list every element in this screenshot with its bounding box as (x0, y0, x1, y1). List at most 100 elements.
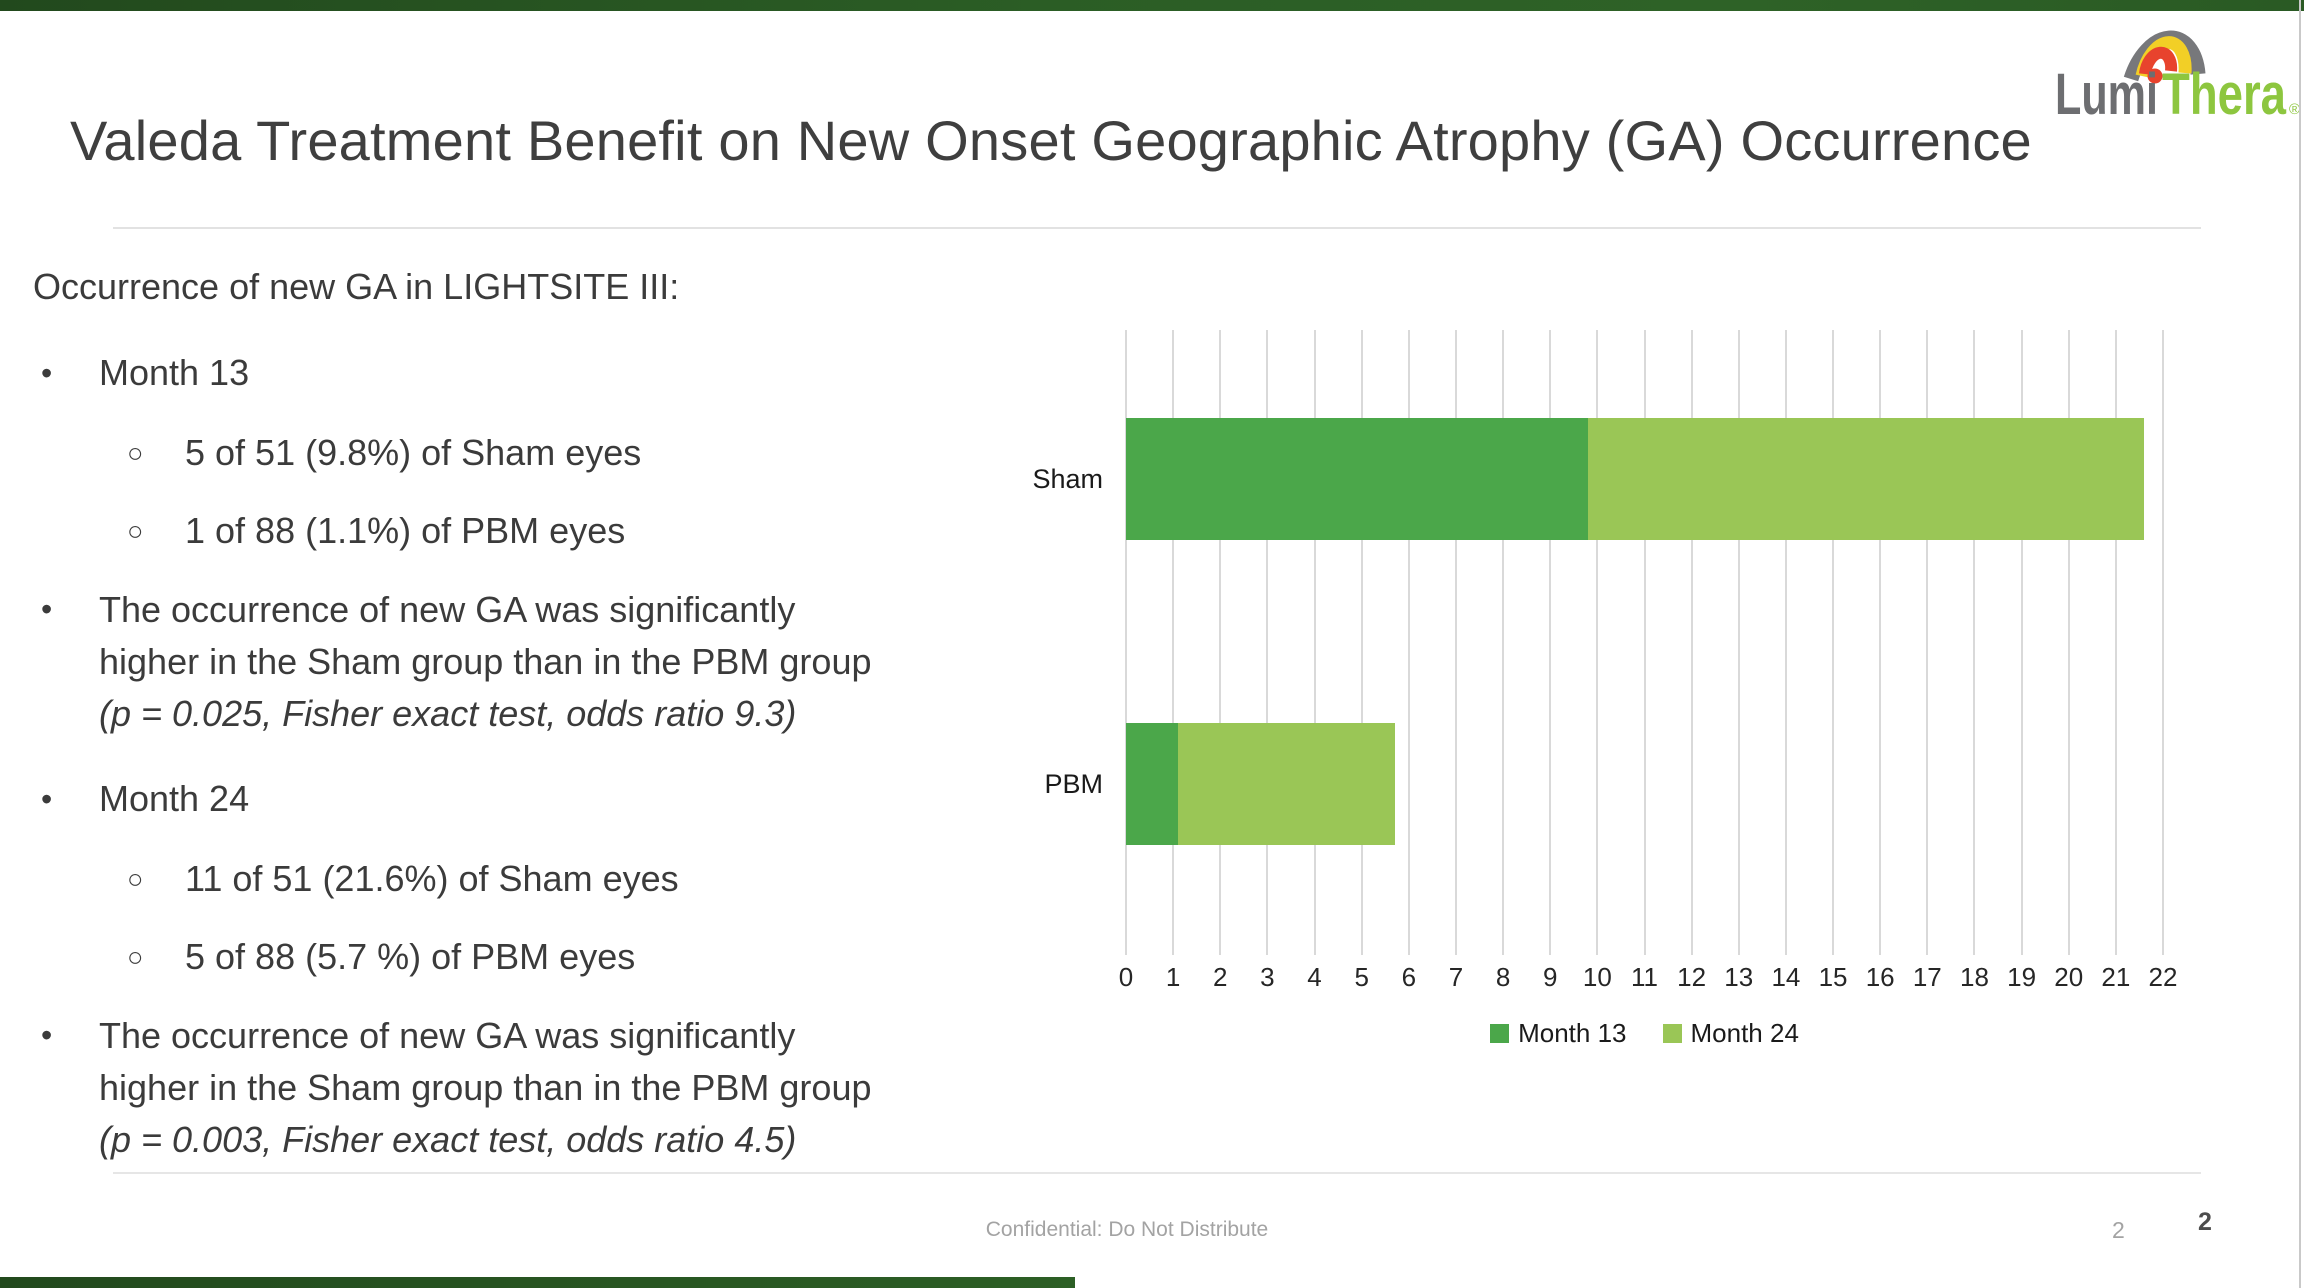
bullet-marker: • (41, 591, 53, 627)
bar-segment-month-13 (1126, 418, 1588, 540)
chart-gridline (1926, 330, 1929, 955)
x-tick-label: 8 (1495, 962, 1511, 992)
chart-plot (1125, 330, 2164, 955)
legend-label: Month 24 (1690, 1018, 1799, 1048)
chart-gridline (2114, 330, 2117, 955)
chart-gridline (1360, 330, 1363, 955)
bottom-accent-bar (0, 1277, 1075, 1288)
bullet-text: The occurrence of new GA was significant… (99, 1010, 872, 1166)
bullet-paragraph: • The occurrence of new GA was significan… (33, 584, 998, 740)
logo-text-thera: Thera (2162, 62, 2287, 127)
x-tick-label: 7 (1448, 962, 1464, 992)
footer-divider (113, 1172, 2201, 1174)
bullet-item: • Month 24 (33, 774, 998, 824)
bar-segment-month-24 (1587, 418, 2145, 540)
x-tick-label: 2 (1213, 962, 1228, 992)
chart-gridline (1973, 330, 1976, 955)
x-axis: 0 1 2 3 4 5 6 7 8 9 10 11 12 13 14 15 16 17 18 19 20 21 22 (1119, 962, 2178, 996)
chart-gridline (1832, 330, 1835, 955)
lumithera-logo: Lumi Thera ® (2055, 30, 2300, 127)
bullet-text: Month 24 (99, 778, 250, 819)
x-tick-label: 10 (1582, 962, 1612, 992)
bullet-text: The occurrence of new GA was significant… (99, 584, 872, 740)
bullet-marker: • (41, 355, 53, 391)
x-tick-label: 0 (1118, 962, 1134, 992)
chart-gridline (2067, 330, 2070, 955)
chart-gridline (1172, 330, 1175, 955)
x-tick-label: 3 (1260, 962, 1275, 992)
paragraph-text: The occurrence of new GA was significant… (99, 589, 872, 682)
bullet-marker: ○ (127, 516, 144, 546)
x-tick-label: 11 (1631, 962, 1658, 992)
x-tick-label: 16 (1865, 962, 1895, 992)
legend-item: Month 13 (1490, 1018, 1627, 1049)
x-tick-label: 5 (1354, 962, 1369, 992)
confidential-note: Confidential: Do Not Distribute (985, 1218, 1269, 1241)
x-tick-label: 4 (1307, 962, 1322, 992)
bullet-item: ○ 11 of 51 (21.6%) of Sham eyes (33, 854, 998, 904)
chart-legend: Month 13 Month 24 (1126, 1018, 2163, 1049)
legend-item: Month 24 (1662, 1018, 1799, 1049)
chart-gridline (1596, 330, 1599, 955)
logo-text-lumi: Lumi (2055, 62, 2158, 127)
bullet-marker: • (41, 1017, 53, 1053)
bullet-marker: ○ (127, 438, 144, 468)
page-number-outer: 2 (2198, 1208, 2212, 1236)
slide-title: Valeda Treatment Benefit on New Onset Ge… (70, 109, 2032, 172)
x-tick-label: 13 (1724, 962, 1754, 992)
content-heading: Occurrence of new GA in LIGHTSITE III: (33, 266, 680, 307)
bullet-text: Month 13 (99, 352, 250, 393)
bullet-item: ○ 5 of 88 (5.7 %) of PBM eyes (33, 932, 998, 982)
chart-gridline (1266, 330, 1269, 955)
viewport-edge-line (2299, 0, 2301, 1288)
x-tick-label: 14 (1771, 962, 1801, 992)
category-label-sham: Sham (1032, 464, 1103, 494)
bullet-marker: ○ (127, 942, 144, 972)
bar-pbm (1126, 723, 2163, 845)
bullet-item: • Month 13 (33, 348, 998, 398)
x-tick-label: 15 (1818, 962, 1848, 992)
chart-gridline (1313, 330, 1316, 955)
top-accent-bar (0, 0, 2304, 11)
chart-gridline (2162, 330, 2164, 955)
x-tick-label: 18 (1959, 962, 1989, 992)
chart-gridline (1502, 330, 1505, 955)
paragraph-text: The occurrence of new GA was significant… (99, 1015, 872, 1108)
bullet-marker: • (41, 781, 53, 817)
bullet-content: Occurrence of new GA in LIGHTSITE III: •… (33, 262, 998, 1200)
chart-gridline (1219, 330, 1222, 955)
chart-gridline (1690, 330, 1693, 955)
bullet-list: • Month 13 ○ 5 of 51 (9.8%) of Sham eyes ○ 1 … (33, 348, 998, 1166)
chart-gridline (1125, 330, 1127, 955)
registered-mark: ® (2289, 101, 2300, 118)
legend-swatch-icon (1662, 1024, 1682, 1043)
x-tick-label: 1 (1165, 962, 1181, 992)
x-tick-label: 22 (2148, 962, 2178, 992)
x-tick-label: 19 (2007, 962, 2037, 992)
paragraph-stats-italic: (p = 0.003, Fisher exact test, odds rati… (99, 1119, 797, 1160)
bullet-text: 5 of 51 (9.8%) of Sham eyes (185, 432, 642, 473)
x-tick-label: 20 (2054, 962, 2084, 992)
title-divider (113, 227, 2201, 229)
bullet-marker: ○ (127, 864, 144, 894)
chart-gridline (1879, 330, 1882, 955)
paragraph-stats-italic: (p = 0.025, Fisher exact test, odds rati… (99, 693, 797, 734)
bullet-paragraph: • The occurrence of new GA was significan… (33, 1010, 998, 1166)
legend-label: Month 13 (1518, 1018, 1627, 1048)
chart-gridline (2020, 330, 2023, 955)
page-number: 2 (2112, 1217, 2125, 1243)
chart-gridline (1643, 330, 1646, 955)
category-label-pbm: PBM (1044, 769, 1103, 799)
chart-gridline (1407, 330, 1410, 955)
x-tick-label: 6 (1401, 962, 1417, 992)
bar-segment-month-13 (1126, 723, 1178, 845)
legend-swatch-icon (1490, 1024, 1510, 1043)
chart-gridline (1737, 330, 1740, 955)
x-tick-label: 12 (1677, 962, 1707, 992)
chart-gridline (1784, 330, 1787, 955)
x-tick-label: 17 (1912, 962, 1942, 992)
bullet-item: ○ 1 of 88 (1.1%) of PBM eyes (33, 506, 998, 556)
x-tick-label: 21 (2101, 962, 2131, 992)
bullet-text: 11 of 51 (21.6%) of Sham eyes (185, 858, 679, 899)
